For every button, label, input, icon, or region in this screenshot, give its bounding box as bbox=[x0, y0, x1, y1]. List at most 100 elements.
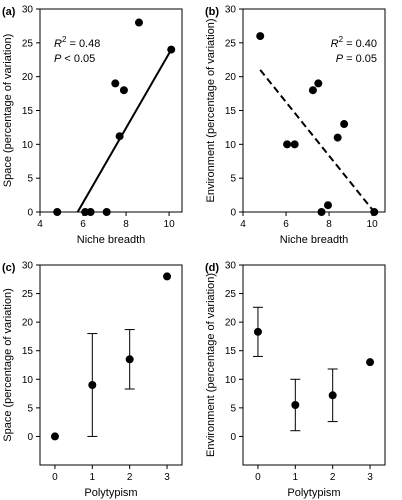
x-tick-label: 10 bbox=[164, 219, 176, 230]
data-point bbox=[317, 208, 326, 216]
y-tick-label: 30 bbox=[225, 5, 237, 16]
r-symbol: R bbox=[331, 38, 339, 50]
y-tick-label: 10 bbox=[225, 140, 237, 151]
y-tick-label: 10 bbox=[22, 375, 34, 386]
regression-line bbox=[76, 49, 173, 213]
y-tick-label: 0 bbox=[27, 208, 33, 219]
p-value-annotation: P = 0.05 bbox=[336, 53, 377, 65]
data-point bbox=[125, 355, 134, 364]
y-tick-label: 15 bbox=[225, 346, 237, 357]
data-point bbox=[291, 401, 300, 409]
x-tick-label: 1 bbox=[293, 472, 299, 483]
data-point bbox=[370, 208, 379, 216]
x-axis-label: Niche breadth bbox=[77, 234, 146, 246]
y-tick-label: 30 bbox=[225, 261, 237, 272]
x-tick-label: 3 bbox=[164, 472, 170, 483]
data-point bbox=[111, 79, 120, 88]
x-axis-label: Polytypism bbox=[287, 487, 340, 499]
y-tick-label: 30 bbox=[22, 261, 34, 272]
r-squared-value: = 0.40 bbox=[343, 38, 377, 50]
y-tick-label: 0 bbox=[230, 208, 236, 219]
y-tick-label: 25 bbox=[22, 289, 34, 300]
r-squared-annotation: R2 = 0.48 bbox=[54, 35, 100, 50]
data-point bbox=[333, 133, 342, 142]
p-value: < 0.05 bbox=[61, 53, 95, 65]
x-tick-label: 8 bbox=[326, 219, 332, 230]
y-axis-label: Space (percentage of variation) bbox=[2, 34, 14, 187]
data-point bbox=[102, 208, 111, 216]
y-tick-label: 5 bbox=[27, 174, 33, 185]
p-value-annotation: P < 0.05 bbox=[54, 53, 95, 65]
y-axis-label: Environment (percentage of variation) bbox=[205, 273, 217, 457]
x-tick-label: 6 bbox=[283, 219, 289, 230]
x-axis-label: Polytypism bbox=[84, 487, 137, 499]
y-tick-label: 15 bbox=[225, 106, 237, 117]
data-point bbox=[283, 140, 292, 149]
x-tick-label: 2 bbox=[330, 472, 336, 483]
y-tick-label: 25 bbox=[225, 38, 237, 49]
data-point bbox=[366, 358, 375, 367]
regression-line bbox=[259, 69, 376, 213]
panel-label: (c) bbox=[2, 262, 16, 274]
y-tick-label: 20 bbox=[225, 72, 237, 83]
panel-label: (a) bbox=[2, 6, 16, 18]
panel-d: (d)0 1 2 3051015202530PolytypismEnvironment… bbox=[205, 261, 386, 499]
data-point bbox=[308, 86, 317, 95]
y-tick-label: 0 bbox=[230, 432, 236, 443]
data-point bbox=[323, 201, 332, 210]
y-tick-label: 25 bbox=[225, 289, 237, 300]
y-tick-label: 5 bbox=[230, 403, 236, 414]
panel-label: (b) bbox=[205, 6, 219, 18]
data-point bbox=[53, 208, 62, 216]
panel-a: (a) 4 6 8 10 0 5 10 15 20 25 30 Niche breadth Space (… bbox=[2, 5, 183, 246]
data-point bbox=[50, 432, 59, 441]
data-point bbox=[167, 45, 176, 54]
y-tick-label: 20 bbox=[22, 318, 34, 329]
data-point bbox=[134, 18, 143, 27]
y-tick-label: 5 bbox=[27, 403, 33, 414]
data-point bbox=[86, 208, 95, 216]
data-point bbox=[163, 272, 172, 281]
x-tick-label: 2 bbox=[127, 472, 133, 483]
y-tick-label: 10 bbox=[22, 140, 34, 151]
y-tick-label: 15 bbox=[22, 106, 34, 117]
r-superscript: 2 bbox=[62, 35, 67, 44]
r-superscript: 2 bbox=[339, 35, 344, 44]
y-axis-label: Space (percentage of variation) bbox=[2, 288, 14, 441]
x-tick-label: 4 bbox=[37, 219, 43, 230]
data-point bbox=[115, 132, 124, 141]
y-tick-label: 5 bbox=[230, 174, 236, 185]
x-tick-label: 0 bbox=[255, 472, 261, 483]
p-symbol: P bbox=[336, 53, 344, 65]
p-symbol: P bbox=[54, 53, 62, 65]
x-tick-label: 3 bbox=[367, 472, 373, 483]
x-tick-label: 10 bbox=[367, 219, 379, 230]
panel-label: (d) bbox=[205, 262, 219, 274]
y-tick-label: 0 bbox=[27, 432, 33, 443]
data-point bbox=[119, 86, 128, 95]
plot-frame bbox=[39, 264, 183, 466]
r-squared-annotation: R2 = 0.40 bbox=[331, 35, 377, 50]
p-value: = 0.05 bbox=[343, 53, 377, 65]
data-point bbox=[88, 381, 97, 389]
x-tick-label: 6 bbox=[80, 219, 86, 230]
x-tick-label: 8 bbox=[123, 219, 129, 230]
y-axis-label: Environment (percentage of variation) bbox=[205, 18, 217, 202]
r-symbol: R bbox=[54, 38, 62, 50]
y-tick-label: 25 bbox=[22, 38, 34, 49]
y-tick-label: 10 bbox=[225, 375, 237, 386]
data-point bbox=[253, 327, 262, 336]
data-point bbox=[328, 391, 337, 400]
data-point bbox=[340, 120, 349, 129]
y-tick-label: 15 bbox=[22, 346, 34, 357]
data-point bbox=[290, 140, 299, 149]
x-tick-label: 1 bbox=[90, 472, 96, 483]
r-squared-value: = 0.48 bbox=[66, 38, 100, 50]
y-tick-label: 20 bbox=[22, 72, 34, 83]
y-tick-label: 30 bbox=[22, 5, 34, 16]
plot-frame bbox=[242, 264, 386, 466]
data-point bbox=[314, 79, 323, 88]
y-tick-label: 20 bbox=[225, 318, 237, 329]
